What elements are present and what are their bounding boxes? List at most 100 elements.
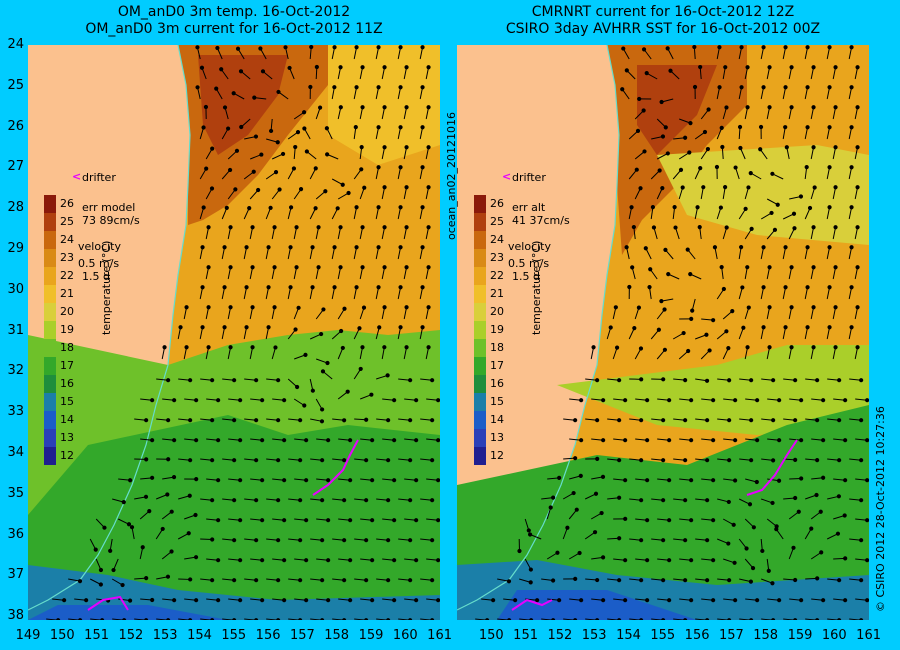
vector-head	[747, 502, 753, 507]
vector-head	[683, 458, 688, 463]
velocity-days: 1.5 d	[82, 270, 110, 283]
vector-head	[121, 500, 126, 505]
vector-head	[298, 538, 303, 543]
vector-head	[126, 522, 132, 527]
vector-head	[595, 418, 600, 423]
vector-head	[348, 438, 353, 443]
vector-head	[276, 618, 281, 620]
vector-head	[244, 325, 249, 330]
vector-head	[827, 45, 832, 50]
vector-head	[667, 598, 672, 603]
vector-head	[206, 305, 211, 310]
vector-head	[705, 538, 710, 543]
vector-head	[420, 245, 425, 250]
vector-head	[392, 438, 397, 443]
drifter-track	[312, 439, 359, 496]
vector-head	[169, 509, 174, 514]
vector-head	[206, 265, 211, 270]
vector-head	[404, 105, 409, 110]
vector-head	[774, 527, 779, 532]
longitude-tick-label: 157	[718, 628, 744, 643]
vector-head	[683, 578, 688, 583]
colorbar-swatch	[474, 339, 486, 357]
latitude-tick-label: 30	[7, 281, 24, 297]
vector-head	[216, 598, 221, 603]
vector-head	[260, 478, 265, 483]
vector-head	[382, 305, 387, 310]
vector-head	[702, 129, 708, 135]
colorbar-swatch	[474, 375, 486, 393]
vector-head	[266, 285, 271, 290]
vector-head	[791, 211, 797, 216]
vector-head	[591, 345, 596, 350]
vector-head	[382, 345, 387, 350]
vector-head	[689, 316, 694, 322]
vector-head	[195, 85, 200, 90]
vector-head	[799, 398, 804, 403]
colorbar-tick-label: 24	[490, 233, 504, 246]
vector-head	[657, 168, 662, 173]
colorbar-swatch	[474, 213, 486, 231]
vector-head	[254, 498, 259, 503]
vector-head	[398, 285, 403, 290]
longitude-tick-label: 154	[616, 628, 641, 643]
vector-head	[661, 538, 666, 543]
vector-head	[804, 164, 809, 170]
vector-head	[276, 578, 281, 583]
vector-head	[491, 598, 496, 603]
vector-head	[272, 265, 277, 270]
vector-head	[617, 618, 622, 620]
vector-head	[260, 518, 265, 523]
vector-head	[420, 45, 425, 50]
vector-head	[210, 618, 215, 620]
vector-head	[746, 305, 751, 310]
colorbar-swatch	[44, 303, 56, 321]
vector-head	[200, 325, 205, 330]
vector-head	[805, 245, 810, 250]
latitude-tick-label: 32	[7, 363, 24, 379]
colorbar-tick-label: 22	[490, 269, 504, 282]
vector-head	[755, 438, 760, 443]
vector-head	[842, 513, 847, 518]
vector-head	[815, 576, 820, 581]
vector-head	[260, 558, 265, 563]
vector-head	[370, 558, 375, 563]
vector-head	[398, 125, 403, 130]
vector-head	[630, 265, 635, 270]
cool-water	[28, 415, 440, 620]
vector-head	[420, 165, 425, 170]
vector-head	[656, 327, 661, 332]
vector-head	[260, 438, 265, 443]
vector-head	[364, 538, 369, 543]
vector-head	[314, 64, 319, 70]
vector-head	[859, 618, 864, 620]
vector-head	[865, 398, 869, 403]
vector-head	[326, 518, 331, 523]
error-value: 73 89cm/s	[82, 214, 140, 227]
vector-head	[258, 46, 263, 51]
vector-head	[678, 167, 684, 172]
vector-head	[849, 205, 854, 210]
vector-head	[595, 577, 600, 583]
vector-head	[661, 498, 666, 503]
vector-head	[309, 45, 314, 50]
vector-head	[210, 458, 215, 463]
vector-head	[304, 558, 309, 563]
vector-head	[745, 345, 750, 350]
vector-head	[376, 245, 381, 250]
vector-head	[849, 325, 854, 330]
vector-head	[188, 618, 193, 620]
vector-head	[172, 598, 177, 603]
vector-head	[711, 318, 716, 323]
colorbar-tick-label: 17	[490, 359, 504, 372]
vector-head	[535, 598, 540, 603]
vector-head	[216, 558, 221, 563]
vector-head	[325, 360, 330, 366]
vector-head	[201, 205, 206, 210]
vector-head	[129, 525, 135, 530]
vector-head	[865, 598, 869, 603]
vector-head	[268, 205, 273, 210]
vector-head	[194, 477, 199, 482]
vector-head	[404, 145, 409, 150]
colorbar-swatch	[474, 411, 486, 429]
